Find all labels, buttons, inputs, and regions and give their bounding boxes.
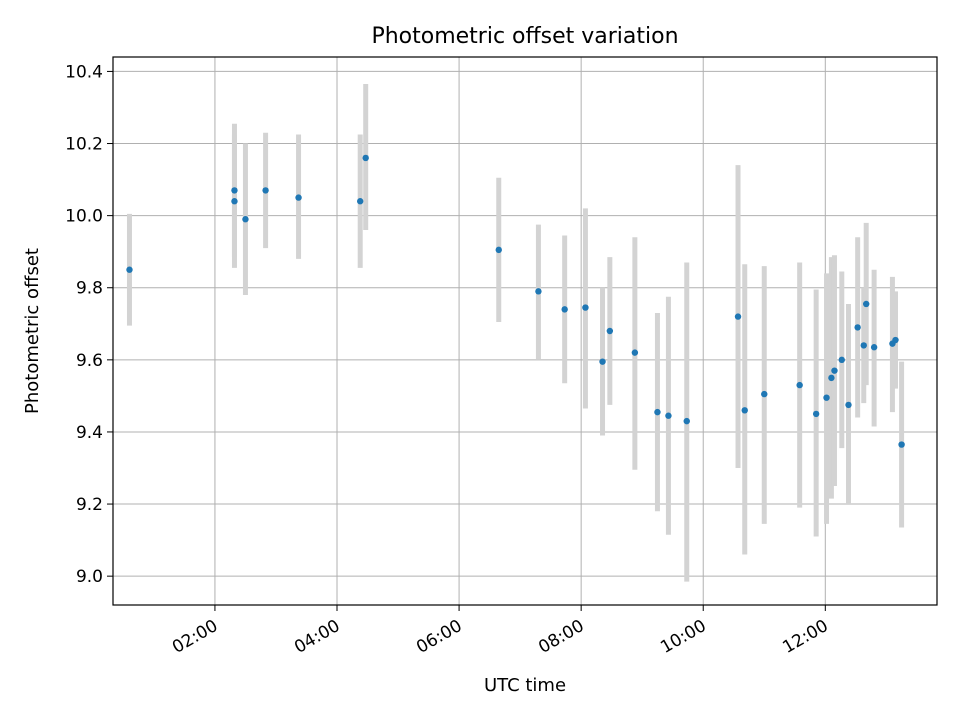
data-point	[823, 394, 830, 401]
data-point	[854, 324, 861, 331]
data-point	[126, 266, 133, 273]
plot-frame	[112, 56, 938, 606]
chart-title: Photometric offset variation	[371, 24, 678, 49]
data-point	[535, 288, 542, 295]
data-point	[683, 417, 690, 425]
data-point	[845, 401, 852, 409]
x-tick-label: 08:00	[535, 616, 587, 658]
y-tick-label: 9.2	[76, 495, 103, 515]
data-point	[761, 390, 768, 398]
data-point	[734, 313, 742, 320]
data-point	[828, 374, 835, 382]
data-point	[812, 410, 820, 418]
data-point	[599, 358, 606, 365]
x-tick-label: 04:00	[291, 616, 343, 658]
data-point	[582, 304, 589, 311]
x-axis-ticks: 02:00 04:00 06:00 08:00 10:00 12:00	[169, 605, 832, 658]
y-tick-label: 9.0	[76, 567, 103, 587]
y-tick-label: 9.8	[76, 279, 103, 299]
data-point	[741, 407, 748, 414]
data-point	[606, 327, 614, 335]
data-point	[561, 306, 568, 313]
data-point	[631, 349, 639, 356]
data-point	[242, 216, 249, 223]
error-bars	[126, 84, 905, 582]
data-points	[126, 154, 905, 448]
data-point	[231, 187, 238, 194]
data-point	[295, 194, 302, 201]
y-axis-ticks: 9.0 9.2 9.4 9.6 9.8 10.0 10.2 10.4	[65, 62, 113, 587]
data-point	[495, 246, 502, 254]
x-axis-label: UTC time	[484, 675, 566, 696]
x-tick-label: 12:00	[779, 616, 831, 658]
y-axis-label: Photometric offset	[22, 248, 43, 414]
data-point	[362, 154, 369, 162]
data-point	[262, 187, 269, 194]
data-point	[860, 342, 867, 349]
data-point	[898, 441, 905, 448]
data-point	[831, 367, 838, 374]
y-tick-label: 10.2	[65, 135, 103, 155]
data-point	[231, 198, 238, 205]
y-tick-label: 9.4	[76, 423, 103, 443]
data-point	[870, 344, 878, 351]
y-tick-label: 9.6	[76, 351, 103, 371]
x-tick-label: 02:00	[169, 616, 221, 658]
y-tick-label: 10.0	[65, 207, 103, 227]
data-point	[838, 356, 845, 364]
data-point	[665, 412, 672, 419]
x-tick-label: 10:00	[657, 616, 709, 658]
data-point	[654, 408, 661, 416]
y-tick-label: 10.4	[65, 62, 103, 82]
data-point	[796, 381, 803, 389]
data-point	[892, 336, 899, 344]
x-tick-label: 06:00	[413, 616, 465, 658]
data-point	[357, 198, 364, 205]
data-point	[862, 300, 870, 308]
